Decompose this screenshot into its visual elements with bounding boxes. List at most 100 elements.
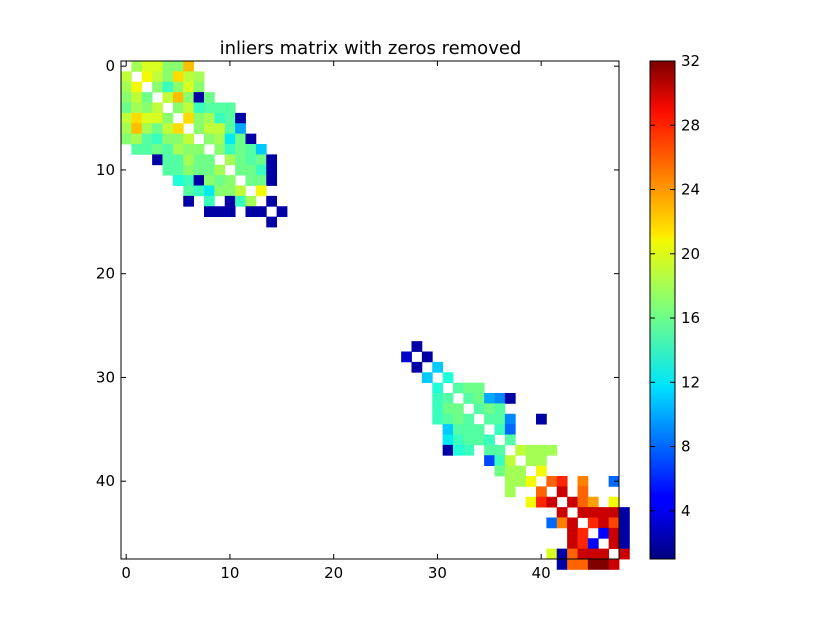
heatmap-cell (515, 444, 527, 456)
heatmap-cell (204, 112, 215, 124)
heatmap-cell (162, 61, 174, 72)
heatmap-cell (193, 175, 205, 186)
heatmap-cell (504, 413, 516, 425)
heatmap-cell (577, 486, 589, 498)
heatmap-cell (536, 486, 547, 498)
heatmap-cell (121, 123, 132, 135)
heatmap-cell (536, 465, 547, 477)
heatmap-cell (224, 133, 236, 145)
heatmap-cell (608, 559, 620, 570)
heatmap-cell (494, 403, 506, 415)
heatmap-cell (224, 144, 236, 155)
heatmap-cell (152, 112, 163, 124)
heatmap-cell (162, 112, 174, 124)
heatmap-cell (411, 361, 423, 373)
heatmap-cell (494, 465, 506, 477)
heatmap-cell (484, 413, 495, 425)
heatmap-cell (432, 382, 444, 394)
heatmap-cell (442, 444, 454, 456)
heatmap-cell (504, 455, 516, 467)
heatmap-cell (141, 144, 153, 155)
heatmap-cell (463, 393, 475, 404)
heatmap-cell (172, 61, 184, 72)
heatmap-cell (556, 559, 568, 570)
heatmap-cell (432, 413, 444, 425)
heatmap-cell (484, 455, 495, 467)
heatmap-cell (141, 102, 153, 114)
heatmap-cell (266, 154, 278, 166)
heatmap-cell (473, 393, 485, 404)
heatmap-cell (494, 455, 506, 467)
heatmap-cell (494, 444, 506, 456)
heatmap-cell (193, 112, 205, 124)
heatmap-cell (224, 154, 236, 166)
heatmap-cell (204, 206, 215, 218)
heatmap-cell (162, 164, 174, 176)
heatmap-cell (463, 434, 475, 446)
heatmap-cell (515, 476, 527, 487)
heatmap-cell (235, 164, 246, 176)
heatmap-cell (556, 486, 568, 498)
heatmap-cell (484, 434, 495, 446)
heatmap-cell (608, 507, 620, 518)
heatmap-cell (587, 507, 599, 518)
heatmap-cell (619, 517, 630, 529)
heatmap-cell (224, 123, 236, 135)
heatmap-cell (255, 185, 267, 197)
heatmap-cell (577, 507, 589, 518)
x-tick-label: 30 (428, 564, 447, 582)
heatmap-cell (556, 517, 568, 529)
heatmap-cell (204, 185, 215, 197)
colorbar-tick-label: 8 (681, 438, 691, 456)
heatmap-cell (567, 559, 578, 570)
heatmap-cell (121, 102, 132, 114)
heatmap-cell (484, 444, 495, 456)
heatmap-cell (235, 123, 246, 135)
heatmap-cell (121, 71, 132, 83)
heatmap-cell (546, 496, 558, 508)
heatmap-cell (172, 102, 184, 114)
heatmap-cell (598, 507, 610, 518)
colorbar-ticks: 4 8 12 16 20 24 28 32 (650, 52, 700, 520)
heatmap-cell (245, 195, 257, 207)
heatmap-cell (245, 154, 257, 166)
heatmap-cell (141, 61, 153, 72)
heatmap-cell (525, 476, 537, 487)
heatmap-cell (463, 413, 475, 425)
heatmap-cell (172, 144, 184, 155)
heatmap-cell (473, 434, 485, 446)
heatmap-cell (504, 424, 516, 435)
heatmap-cell (453, 413, 464, 425)
heatmap-cell (224, 206, 236, 218)
heatmap-cell (442, 413, 454, 425)
y-tick-label: 20 (96, 265, 115, 283)
heatmap-cell (152, 154, 163, 166)
heatmap-cell (546, 476, 558, 487)
heatmap-cell (587, 517, 599, 529)
heatmap-cell (525, 496, 537, 508)
heatmap-cell (401, 351, 412, 363)
heatmap-cell (473, 403, 485, 415)
heatmap-cell (214, 102, 226, 114)
heatmap-cell (266, 216, 278, 228)
heatmap-cell (255, 175, 267, 186)
heatmap-cell (131, 123, 143, 135)
heatmap-cell (473, 382, 485, 394)
heatmap-cell (494, 424, 506, 435)
y-tick-label: 40 (96, 472, 115, 490)
heatmap-cell (183, 92, 195, 103)
heatmap-cell (463, 382, 475, 394)
heatmap-cell (131, 133, 143, 145)
heatmap-cell (266, 175, 278, 186)
heatmap-cell (172, 123, 184, 135)
y-tick-label: 30 (96, 368, 115, 386)
heatmap-cell (162, 123, 174, 135)
heatmap-cell (152, 123, 163, 135)
heatmap-cell (504, 434, 516, 446)
x-tick-label: 20 (324, 564, 343, 582)
heatmap-cell (421, 372, 433, 384)
heatmap-cell (224, 175, 236, 186)
heatmap-cell (567, 527, 578, 539)
heatmap-cell (121, 81, 132, 93)
heatmap-cell (121, 133, 132, 145)
